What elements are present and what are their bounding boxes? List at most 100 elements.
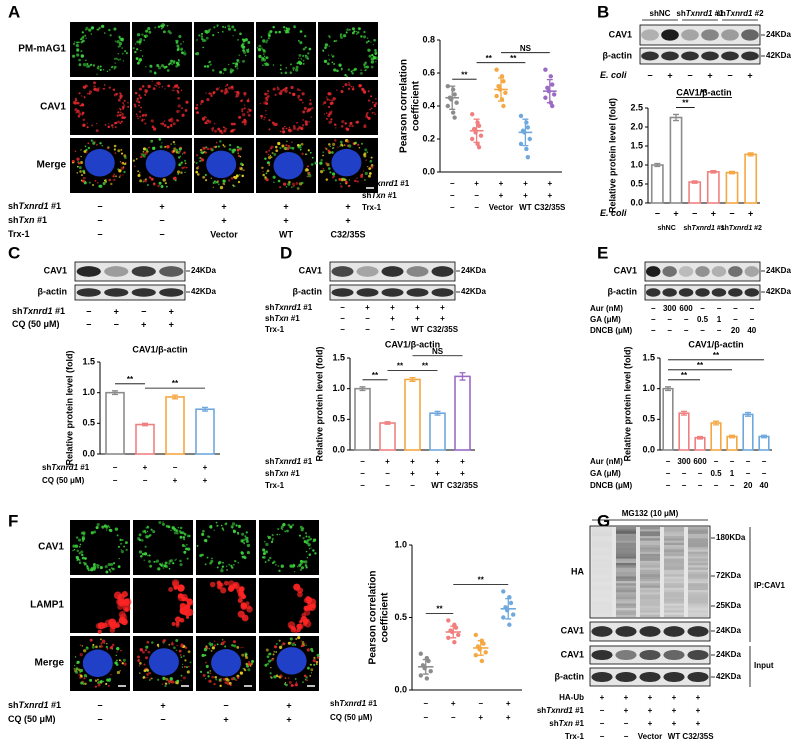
signal-dot: [216, 643, 219, 646]
signal-dot: [120, 549, 125, 554]
signal-dot: [119, 92, 122, 95]
blot-band: [701, 29, 719, 41]
condition-label: GA (μM): [590, 469, 621, 478]
signal-dot: [289, 146, 292, 150]
error-bar: [665, 386, 671, 392]
smear: [592, 586, 612, 588]
signal-dot: [291, 182, 295, 186]
signal-dot: [138, 538, 142, 542]
signal-dot: [299, 98, 303, 102]
signal-dot: [160, 64, 165, 68]
condition-mark: −: [97, 201, 102, 211]
signal-dot: [81, 537, 85, 541]
signal-dot: [363, 30, 366, 34]
signal-dot: [160, 184, 164, 188]
signal-dot: [370, 107, 373, 110]
signal-dot: [205, 541, 208, 543]
condition-mark: −: [340, 303, 345, 312]
label-part: GA (μM): [590, 469, 621, 478]
signal-dot: [223, 580, 229, 586]
signal-dot: [119, 108, 122, 111]
signal-dot: [92, 64, 96, 67]
blot-band: [645, 288, 661, 297]
signal-dot: [257, 48, 262, 52]
condition-mark: −: [651, 315, 656, 324]
signal-dot: [176, 44, 180, 48]
condition-mark: +: [440, 303, 445, 312]
label-part: #1: [289, 469, 301, 478]
signal-dot: [230, 177, 234, 180]
signal-dot: [76, 549, 80, 553]
signal-dot: [152, 530, 156, 534]
signal-dot: [217, 183, 220, 186]
signal-dot: [77, 115, 81, 118]
condition-label: shTxnrd1 #1: [12, 306, 65, 316]
signal-dot: [284, 146, 288, 150]
signal-dot: [164, 682, 168, 685]
condition-mark: +: [648, 719, 653, 728]
signal-dot: [292, 92, 296, 97]
signal-dot: [326, 62, 330, 66]
signal-dot: [86, 567, 89, 570]
label-part: #1: [715, 225, 725, 232]
signal-dot: [355, 30, 358, 33]
signal-dot: [186, 670, 190, 674]
signal-dot: [175, 621, 180, 626]
signal-dot: [328, 113, 331, 116]
signal-dot: [168, 562, 171, 565]
signal-dot: [81, 111, 85, 115]
signal-dot: [258, 54, 262, 59]
signal-dot: [214, 675, 218, 679]
signal-dot: [118, 114, 122, 117]
signal-dot: [363, 154, 367, 158]
condition-mark: +: [547, 179, 552, 188]
signal-dot: [124, 541, 128, 545]
signal-dot: [107, 125, 110, 129]
y-tick-label: 1.5: [642, 352, 655, 362]
signal-dot: [106, 648, 109, 650]
signal-dot: [80, 681, 84, 685]
error-bar: [729, 434, 735, 439]
condition-mark: −: [714, 457, 719, 466]
signal-dot: [226, 128, 228, 130]
smear: [688, 531, 708, 534]
signal-dot: [363, 124, 367, 129]
signal-dot: [118, 557, 120, 560]
signal-dot: [272, 87, 276, 91]
signal-dot: [298, 563, 302, 567]
signal-dot: [158, 181, 162, 185]
signal-dot: [157, 25, 161, 29]
signal-dot: [224, 522, 228, 526]
signal-dot: [157, 82, 161, 86]
signal-dot: [166, 144, 170, 149]
significance-label: **: [486, 54, 493, 63]
error-bar: [449, 85, 456, 110]
signal-dot: [209, 92, 213, 96]
signal-dot: [348, 124, 351, 128]
signal-dot: [209, 581, 216, 588]
signal-dot: [246, 606, 253, 613]
signal-dot: [310, 116, 312, 118]
signal-dot: [111, 622, 116, 627]
condition-mark: +: [345, 215, 350, 225]
condition-mark: −: [684, 315, 689, 324]
signal-dot: [114, 40, 117, 43]
signal-dot: [91, 183, 95, 187]
signal-dot: [343, 178, 347, 182]
signal-dot: [118, 41, 123, 46]
signal-dot: [210, 649, 213, 652]
signal-dot: [114, 94, 116, 96]
signal-dot: [92, 141, 96, 145]
signal-dot: [278, 30, 281, 34]
condition-mark: −: [450, 179, 455, 188]
blot: [644, 261, 761, 282]
label-part: #1: [712, 9, 724, 18]
blot-row-label: HA: [571, 566, 584, 576]
signal-dot: [121, 539, 124, 541]
signal-dot: [346, 28, 349, 31]
signal-dot: [279, 130, 282, 133]
signal-dot: [220, 89, 224, 93]
condition-mark: +: [748, 208, 753, 218]
signal-dot: [148, 146, 150, 149]
signal-dot: [233, 175, 236, 179]
